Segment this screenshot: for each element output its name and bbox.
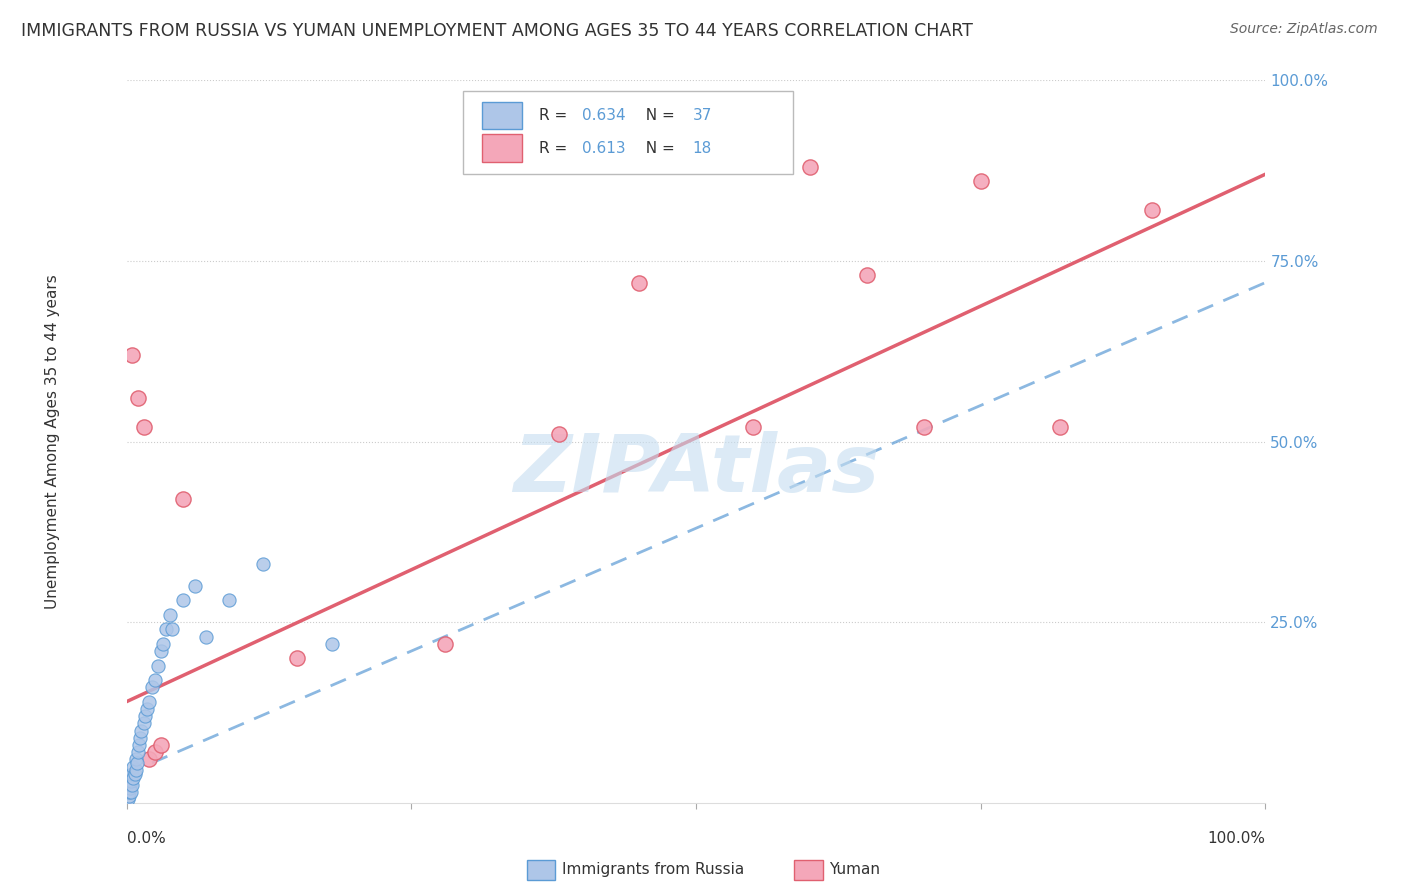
Point (134, 709, 156, 723)
Point (742, 420, 765, 434)
Point (148, 658, 170, 673)
Point (628, 276, 651, 290)
Point (127, 391, 149, 405)
Point (138, 752, 160, 766)
Point (1140, 203, 1163, 218)
Point (143, 673, 166, 687)
Point (124, 767, 146, 781)
Point (132, 716, 155, 731)
Point (118, 781, 141, 796)
Point (118, 789, 141, 803)
Text: 37: 37 (693, 108, 711, 123)
Text: 0.613: 0.613 (582, 141, 626, 156)
Point (122, 771, 145, 785)
Point (125, 756, 148, 770)
Point (252, 558, 274, 572)
Point (121, 778, 143, 792)
FancyBboxPatch shape (482, 102, 522, 129)
Point (118, 778, 141, 792)
Point (127, 745, 149, 759)
Point (124, 752, 146, 766)
Point (548, 427, 571, 442)
Point (129, 731, 152, 745)
Text: R =: R = (538, 141, 572, 156)
Point (141, 680, 163, 694)
Point (855, 268, 877, 283)
Point (195, 630, 218, 644)
Point (155, 623, 177, 637)
Point (159, 607, 181, 622)
Point (970, 174, 993, 188)
Point (124, 764, 146, 778)
FancyBboxPatch shape (482, 135, 522, 162)
Text: 18: 18 (693, 141, 711, 156)
Point (172, 492, 194, 507)
Point (287, 651, 309, 665)
Point (434, 637, 457, 651)
Text: R =: R = (538, 108, 572, 123)
Point (121, 767, 143, 781)
Point (172, 593, 194, 607)
Point (128, 738, 150, 752)
Point (117, 792, 139, 806)
Point (218, 593, 240, 607)
Text: Unemployment Among Ages 35 to 44 years: Unemployment Among Ages 35 to 44 years (45, 274, 60, 609)
Point (799, 160, 821, 174)
Point (321, 637, 343, 651)
Text: Immigrants from Russia: Immigrants from Russia (562, 863, 745, 877)
Text: N =: N = (636, 108, 679, 123)
Text: 100.0%: 100.0% (1208, 830, 1265, 846)
Point (132, 420, 155, 434)
Point (121, 348, 143, 362)
Text: Yuman: Yuman (830, 863, 880, 877)
Point (143, 745, 166, 759)
Point (149, 644, 172, 658)
Point (138, 695, 160, 709)
Point (118, 785, 141, 799)
Text: N =: N = (636, 141, 679, 156)
Point (131, 723, 153, 738)
Point (1049, 420, 1071, 434)
Text: IMMIGRANTS FROM RUSSIA VS YUMAN UNEMPLOYMENT AMONG AGES 35 TO 44 YEARS CORRELATI: IMMIGRANTS FROM RUSSIA VS YUMAN UNEMPLOY… (21, 22, 973, 40)
FancyBboxPatch shape (463, 91, 793, 174)
Text: 0.634: 0.634 (582, 108, 626, 123)
Point (912, 420, 935, 434)
Point (184, 579, 207, 593)
Text: ZIPAtlas: ZIPAtlas (513, 432, 879, 509)
Point (152, 637, 174, 651)
Point (122, 760, 145, 774)
Point (136, 702, 159, 716)
Text: Source: ZipAtlas.com: Source: ZipAtlas.com (1230, 22, 1378, 37)
Text: 0.0%: 0.0% (127, 830, 166, 846)
Point (149, 738, 172, 752)
Point (160, 623, 183, 637)
Point (120, 774, 142, 789)
Point (120, 785, 142, 799)
